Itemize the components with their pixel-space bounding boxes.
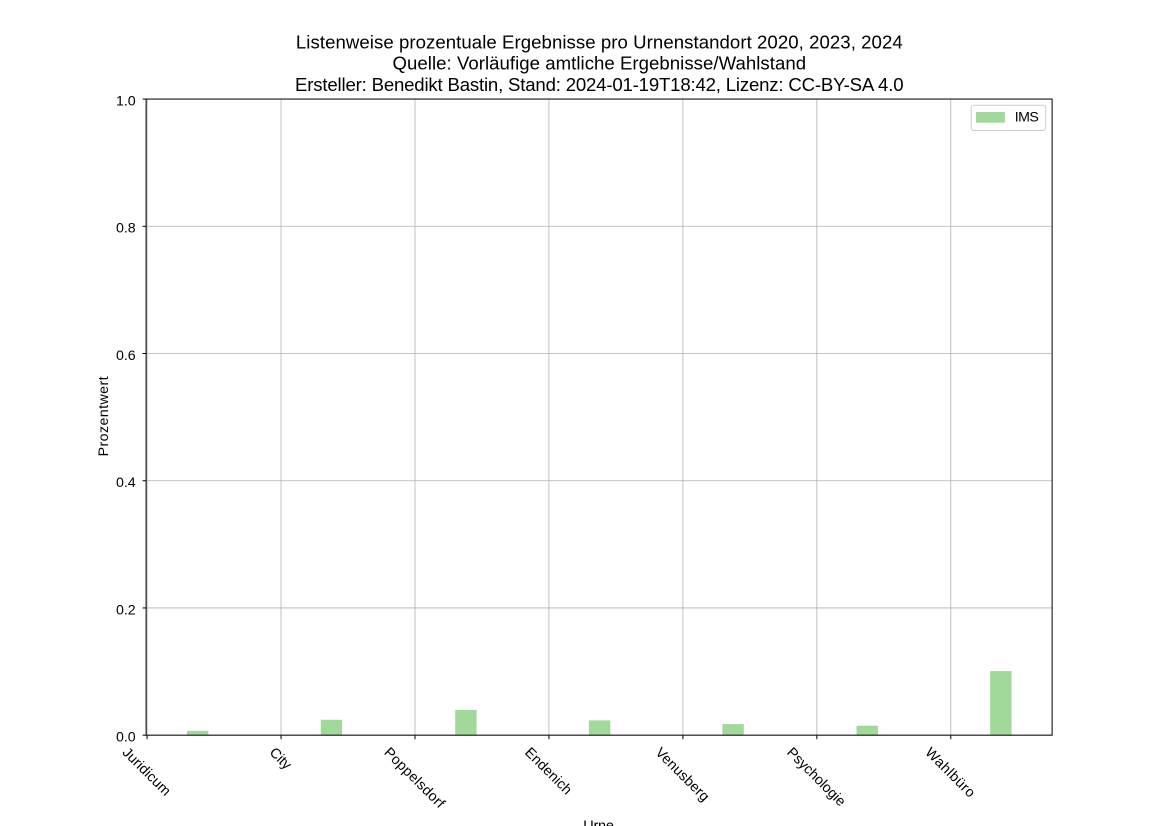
svg-text:Quelle: Vorläufige amtliche Er: Quelle: Vorläufige amtliche Ergebnisse/W… [393, 53, 807, 74]
svg-text:Urne: Urne [583, 818, 614, 826]
svg-text:0.8: 0.8 [116, 221, 136, 237]
svg-text:IMS: IMS [1015, 110, 1039, 126]
svg-text:Listenweise prozentuale Ergebn: Listenweise prozentuale Ergebnisse pro U… [296, 32, 903, 53]
svg-text:1.0: 1.0 [116, 93, 136, 109]
svg-text:0.0: 0.0 [116, 729, 136, 745]
svg-text:0.4: 0.4 [116, 475, 136, 491]
svg-text:Ersteller: Benedikt Bastin, St: Ersteller: Benedikt Bastin, Stand: 2024-… [295, 74, 904, 95]
svg-text:Prozentwert: Prozentwert [96, 376, 112, 456]
svg-text:0.2: 0.2 [116, 602, 136, 618]
svg-text:0.6: 0.6 [116, 348, 136, 364]
